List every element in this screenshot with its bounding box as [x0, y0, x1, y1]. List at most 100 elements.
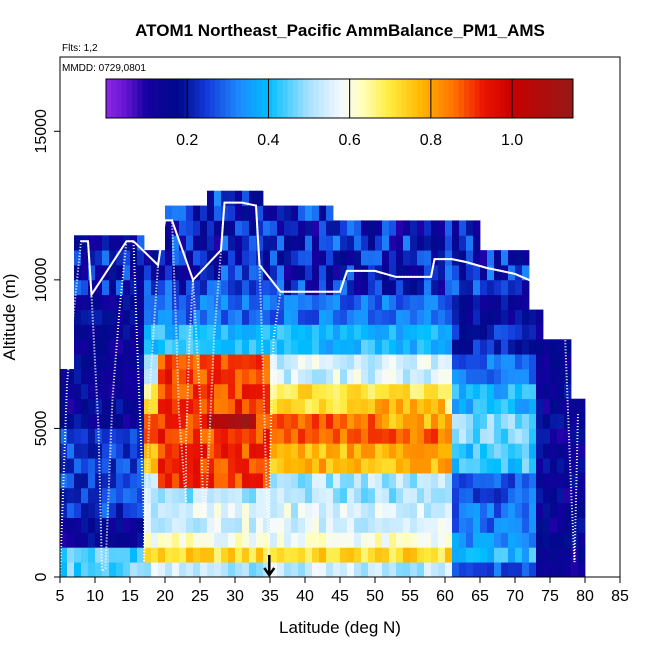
heatmap-cell — [340, 369, 348, 385]
colorbar-swatch — [214, 79, 221, 118]
heatmap-cell — [375, 428, 383, 444]
heatmap-cell — [263, 428, 271, 444]
heatmap-cell — [543, 487, 551, 504]
heatmap-cell — [172, 383, 180, 400]
heatmap-cell — [536, 354, 544, 370]
heatmap-cell — [305, 547, 313, 563]
heatmap-cell — [438, 398, 446, 414]
colorbar-swatch — [178, 79, 185, 118]
heatmap-cell — [340, 383, 348, 400]
heatmap-cell — [130, 473, 138, 489]
heatmap-cell — [550, 369, 558, 385]
heatmap-cell — [543, 428, 551, 444]
heatmap-cell — [347, 547, 355, 563]
heatmap-cell — [263, 235, 271, 251]
heatmap-cell — [158, 309, 166, 325]
heatmap-cell — [487, 383, 495, 400]
heatmap-cell — [340, 398, 348, 414]
heatmap-cell — [445, 235, 453, 251]
heatmap-cell — [144, 532, 152, 548]
heatmap-cell — [165, 502, 173, 518]
heatmap-cell — [221, 324, 229, 340]
heatmap-cell — [200, 235, 208, 251]
heatmap-cell — [172, 205, 180, 221]
heatmap-cell — [67, 398, 75, 414]
y-tick-label: 5000 — [33, 411, 50, 447]
heatmap-cell — [564, 473, 572, 489]
heatmap-cell — [522, 383, 530, 400]
heatmap-cell — [403, 309, 411, 325]
heatmap-cell — [228, 324, 236, 340]
heatmap-cell — [284, 265, 292, 281]
heatmap-cell — [81, 487, 89, 504]
heatmap-cell — [221, 532, 229, 548]
heatmap-cell — [424, 428, 432, 444]
heatmap-cell — [445, 265, 453, 281]
heatmap-cell — [263, 398, 271, 414]
heatmap-cell — [242, 532, 250, 548]
heatmap-cell — [375, 458, 383, 474]
heatmap-cell — [165, 250, 173, 266]
heatmap-cell — [200, 547, 208, 563]
heatmap-cell — [256, 547, 264, 563]
heatmap-cell — [165, 473, 173, 489]
heatmap-cell — [375, 309, 383, 325]
colorbar-swatch — [266, 79, 273, 118]
heatmap-cell — [256, 398, 264, 414]
heatmap-cell — [501, 473, 509, 489]
heatmap-cell — [403, 398, 411, 414]
heatmap-cell — [340, 339, 348, 355]
heatmap-cell — [480, 309, 488, 325]
x-tick-label: 65 — [471, 588, 489, 605]
heatmap-cell — [200, 339, 208, 355]
heatmap-cell — [284, 235, 292, 251]
heatmap-cell — [172, 562, 180, 578]
heatmap-cell — [249, 309, 257, 325]
heatmap-cell — [165, 517, 173, 533]
heatmap-cell — [487, 487, 495, 504]
heatmap-cell — [361, 473, 369, 489]
heatmap-cell — [256, 309, 264, 325]
heatmap-cell — [508, 339, 516, 355]
heatmap-cell — [410, 250, 418, 266]
heatmap-cell — [368, 547, 376, 563]
heatmap-cell — [536, 458, 544, 474]
heatmap-cell — [116, 250, 124, 266]
heatmap-cell — [207, 279, 215, 296]
heatmap-cell — [228, 235, 236, 251]
heatmap-cell — [270, 517, 278, 533]
heatmap-cell — [165, 383, 173, 400]
heatmap-cell — [116, 487, 124, 504]
heatmap-cell — [410, 532, 418, 548]
heatmap-cell — [368, 413, 376, 429]
heatmap-cell — [354, 443, 362, 459]
heatmap-cell — [326, 265, 334, 281]
heatmap-cell — [284, 487, 292, 504]
heatmap-cell — [144, 309, 152, 325]
heatmap-cell — [473, 250, 481, 266]
heatmap-cell — [459, 502, 467, 518]
heatmap-cell — [74, 294, 82, 310]
x-tick-label: 40 — [296, 588, 314, 605]
heatmap-cell — [102, 279, 110, 296]
heatmap-cell — [102, 354, 110, 370]
heatmap-cell — [235, 547, 243, 563]
heatmap-cell — [172, 369, 180, 385]
heatmap-cell — [151, 532, 159, 548]
heatmap-cell — [151, 443, 159, 459]
heatmap-cell — [242, 294, 250, 310]
heatmap-cell — [256, 369, 264, 385]
heatmap-cell — [501, 324, 509, 340]
colorbar-swatch — [386, 79, 392, 118]
heatmap-cell — [298, 443, 306, 459]
heatmap-cell — [249, 235, 257, 251]
colorbar-swatch — [220, 79, 226, 118]
heatmap-cell — [452, 562, 460, 578]
heatmap-cell — [74, 502, 82, 518]
heatmap-cell — [410, 309, 418, 325]
heatmap-cell — [186, 250, 194, 266]
heatmap-cell — [333, 517, 341, 533]
heatmap-cell — [179, 309, 187, 325]
heatmap-cell — [284, 279, 292, 296]
heatmap-cell — [256, 562, 264, 578]
